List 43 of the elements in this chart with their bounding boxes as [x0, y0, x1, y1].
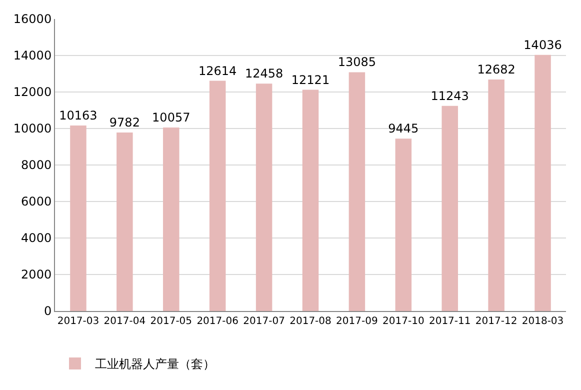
x-tick-label: 2017-06: [196, 316, 238, 327]
y-tick-label: 6000: [21, 194, 52, 209]
bar: [116, 132, 133, 311]
bar: [442, 106, 458, 311]
data-label: 12682: [477, 62, 516, 77]
x-tick-label: 2017-08: [290, 316, 332, 327]
y-tick-label: 12000: [13, 85, 52, 100]
y-tick-label: 4000: [21, 231, 52, 246]
x-tick-label: 2017-04: [104, 316, 146, 327]
data-label: 12458: [244, 66, 284, 81]
x-tick-label: 2017-11: [428, 316, 471, 327]
data-label: 12614: [198, 64, 237, 78]
bar: [256, 84, 272, 311]
bar: [163, 127, 180, 311]
data-label: 11243: [430, 88, 469, 103]
bar: [209, 80, 226, 311]
bar: [488, 80, 504, 311]
x-tick-label: 2017-03: [57, 316, 100, 327]
x-tick-label: 2017-07: [243, 316, 285, 327]
y-tick-label: 10000: [13, 122, 52, 136]
x-tick-label: 2017-05: [150, 316, 192, 327]
data-label: 13085: [338, 55, 376, 70]
data-label: 10057: [152, 110, 190, 124]
bar: [348, 72, 366, 311]
bar: [302, 90, 319, 311]
y-tick-label: 14000: [13, 48, 52, 63]
bar: [395, 138, 412, 311]
data-label: 10163: [59, 108, 98, 123]
data-label: 9445: [388, 122, 419, 136]
y-tick-label: 0: [44, 304, 52, 318]
data-label: 14036: [524, 38, 562, 52]
y-tick-label: 2000: [21, 268, 52, 282]
data-label: 9782: [109, 115, 140, 130]
legend-label: 工业机器人产量（套）: [95, 357, 215, 372]
bar: [70, 126, 86, 311]
y-tick-label: 16000: [13, 12, 52, 26]
x-tick-label: 2017-09: [336, 316, 378, 327]
bar: [534, 54, 551, 311]
x-tick-label: 2018-03: [522, 316, 564, 327]
y-tick-label: 8000: [21, 158, 52, 172]
data-label: 12121: [291, 72, 330, 87]
x-tick-label: 2017-10: [382, 316, 424, 327]
x-tick-label: 2017-12: [475, 316, 518, 327]
